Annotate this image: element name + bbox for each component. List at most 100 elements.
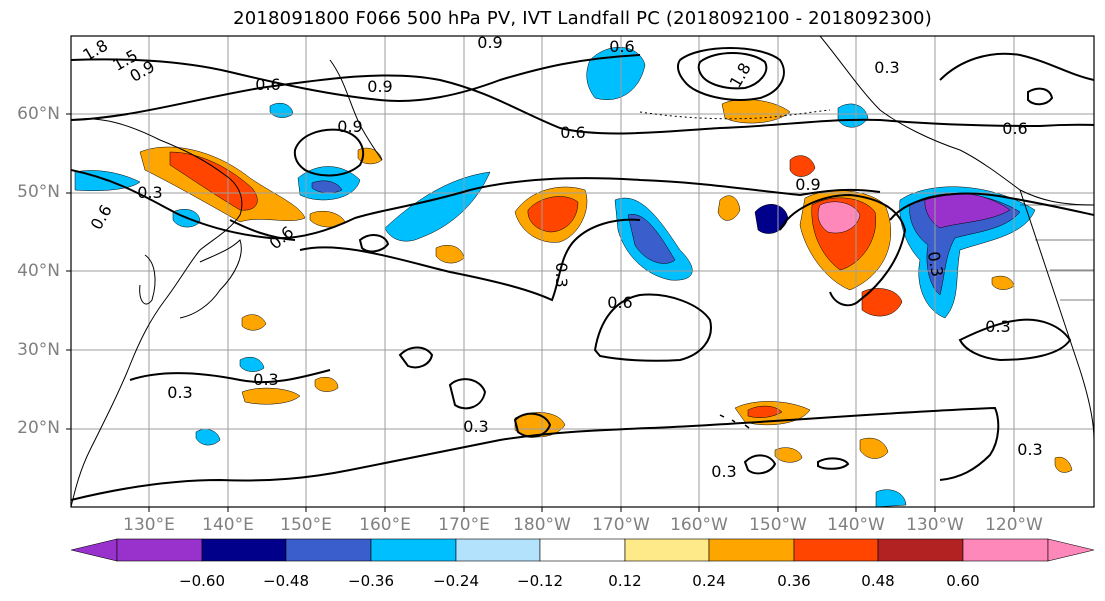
chart-title: 2018091800 F066 500 hPa PV, IVT Landfall… [233, 8, 932, 29]
lat-label-50n: 50°N [17, 182, 60, 202]
colorbar-tick-5: −0.12 [517, 572, 563, 590]
colorbar-tick-6: 0.12 [608, 572, 642, 590]
lon-label-180w: 180°W [513, 515, 571, 535]
contour-0-3-mid [299, 218, 641, 302]
lon-label-160e: 160°E [359, 515, 411, 535]
colorbar-bin-1 [116, 538, 203, 562]
contour-0-3-gulf [779, 193, 907, 307]
lat-label-20n: 20°N [17, 418, 60, 438]
contour-label-0-9-b: 0.9 [367, 77, 392, 96]
shade-positive-gulf-core [817, 201, 861, 234]
lon-label-160w: 160°W [670, 515, 728, 535]
contour-0-6-kurils [229, 219, 296, 241]
lon-label-130e: 130°E [123, 515, 175, 535]
map-panel: 0.6 0.6 0.6 0.6 0.9 0.9 0.9 0.9 0.6 0.3 … [71, 33, 1094, 507]
colorbar-bin-7 [624, 538, 710, 562]
shade-positive-s5 [774, 447, 803, 463]
shade-negative-s5 [875, 489, 907, 507]
colorbar-bin-10 [877, 538, 964, 562]
shade-positive-sakhalin-core [169, 151, 258, 211]
contour-0-9-loop [293, 128, 365, 177]
shade-negative-north [586, 47, 646, 100]
lat-label-30n: 30°N [17, 340, 60, 360]
coast-na-west [1019, 189, 1094, 441]
contour-labels: 0.6 0.6 0.6 0.6 0.9 0.9 0.9 0.9 0.6 0.3 … [79, 33, 1042, 481]
contour-0-3-east [958, 318, 1072, 362]
contour-label-0-6-b: 0.6 [1002, 119, 1027, 138]
colorbar-bin-6 [539, 538, 626, 562]
coast-japan [179, 239, 242, 319]
contour-label-0-9-c: 0.9 [337, 117, 362, 136]
contour-label-0-9-a: 0.9 [477, 33, 502, 52]
contour-label-0-3-a: 0.3 [874, 58, 899, 77]
colorbar-bin-2 [201, 538, 287, 562]
contour-1-5-ring [676, 47, 785, 101]
coast-borders [1020, 204, 1094, 301]
contour-label-0-3-i: 0.3 [552, 262, 571, 287]
shade-positive-small-1 [717, 195, 741, 221]
shade-positive-s1 [859, 437, 889, 459]
contour-0-6-mid [593, 293, 712, 362]
contour-label-0-9-d: 0.9 [795, 175, 820, 194]
shade-positive-central-core [527, 196, 579, 233]
colorbar-tick-3: −0.36 [348, 572, 394, 590]
colorbar-tick-4: −0.24 [433, 572, 479, 590]
contour-label-0-6-d: 0.6 [607, 293, 632, 312]
contour-0-3-loop3 [513, 412, 552, 438]
colorbar-extend-low [70, 538, 118, 562]
contour-label-0-3-h: 0.3 [985, 317, 1010, 336]
colorbar-tick-10: 0.60 [946, 572, 980, 590]
contour-label-0-3-c: 0.3 [253, 370, 278, 389]
contour-label-0-3-f: 0.3 [711, 462, 736, 481]
colorbar-tick-2: −0.48 [263, 572, 309, 590]
colorbar-bin-4 [370, 538, 457, 562]
lon-label-130w: 130°W [906, 515, 964, 535]
colorbar-extend-high [1047, 538, 1095, 562]
shade-positive-s4 [314, 377, 339, 392]
shade-positive-sw [861, 288, 903, 317]
coast-alaska [819, 36, 1094, 206]
colorbar-tick-8: 0.36 [777, 572, 811, 590]
colorbar-bin-11 [962, 538, 1049, 562]
shade-positive-s2 [1054, 456, 1073, 473]
contour-label-0-3-e: 0.3 [463, 417, 488, 436]
contour-label-0-3-d: 0.3 [167, 383, 192, 402]
contour-label-0-6-a: 0.6 [560, 123, 585, 142]
shade-negative-aleutian [837, 103, 869, 128]
colorbar-bin-8 [708, 538, 795, 562]
lat-label-60n: 60°N [17, 104, 60, 124]
shade-negative-dateline-core [627, 214, 676, 264]
colorbar [70, 538, 1095, 562]
contour-label-0-3-g: 0.3 [1017, 440, 1042, 459]
contour-0-3-loop1 [398, 346, 434, 369]
coastlines [71, 36, 1094, 507]
contour-0-6-ne [939, 52, 1094, 81]
contour-0-6-north [71, 74, 1094, 135]
shade-positive-subtropic-core [747, 405, 783, 418]
contour-label-0-6-c: 0.6 [255, 75, 280, 94]
lon-label-150e: 150°E [280, 515, 332, 535]
contour-label-0-3-j: 0.3 [924, 250, 947, 278]
lon-label-170w: 170°W [592, 515, 650, 535]
colorbar-tick-1: −0.60 [179, 572, 225, 590]
lat-label-40n: 40°N [17, 261, 60, 281]
shade-positive-west [241, 387, 301, 405]
ivt-shading [74, 47, 1073, 507]
colorbar-bin-5 [455, 538, 541, 562]
contour-label-0-3-b: 0.3 [137, 183, 162, 202]
coast-aleutians [639, 109, 831, 120]
colorbar-bin-3 [285, 538, 372, 562]
contour-0-6-loop [358, 234, 390, 253]
lon-label-120w: 120°W [985, 515, 1043, 535]
contour-0-3-south [71, 406, 1000, 501]
shade-negative-s2 [239, 357, 265, 372]
contour-0-9-east [889, 192, 1094, 221]
colorbar-bin-9 [793, 538, 879, 562]
coast-korea [139, 254, 156, 305]
axis-ticks [66, 113, 1015, 512]
colorbar-tick-7: 0.24 [692, 572, 726, 590]
graticule [71, 36, 1094, 507]
contour-0-3-sw [129, 369, 331, 384]
colorbar-tick-9: 0.48 [861, 572, 895, 590]
